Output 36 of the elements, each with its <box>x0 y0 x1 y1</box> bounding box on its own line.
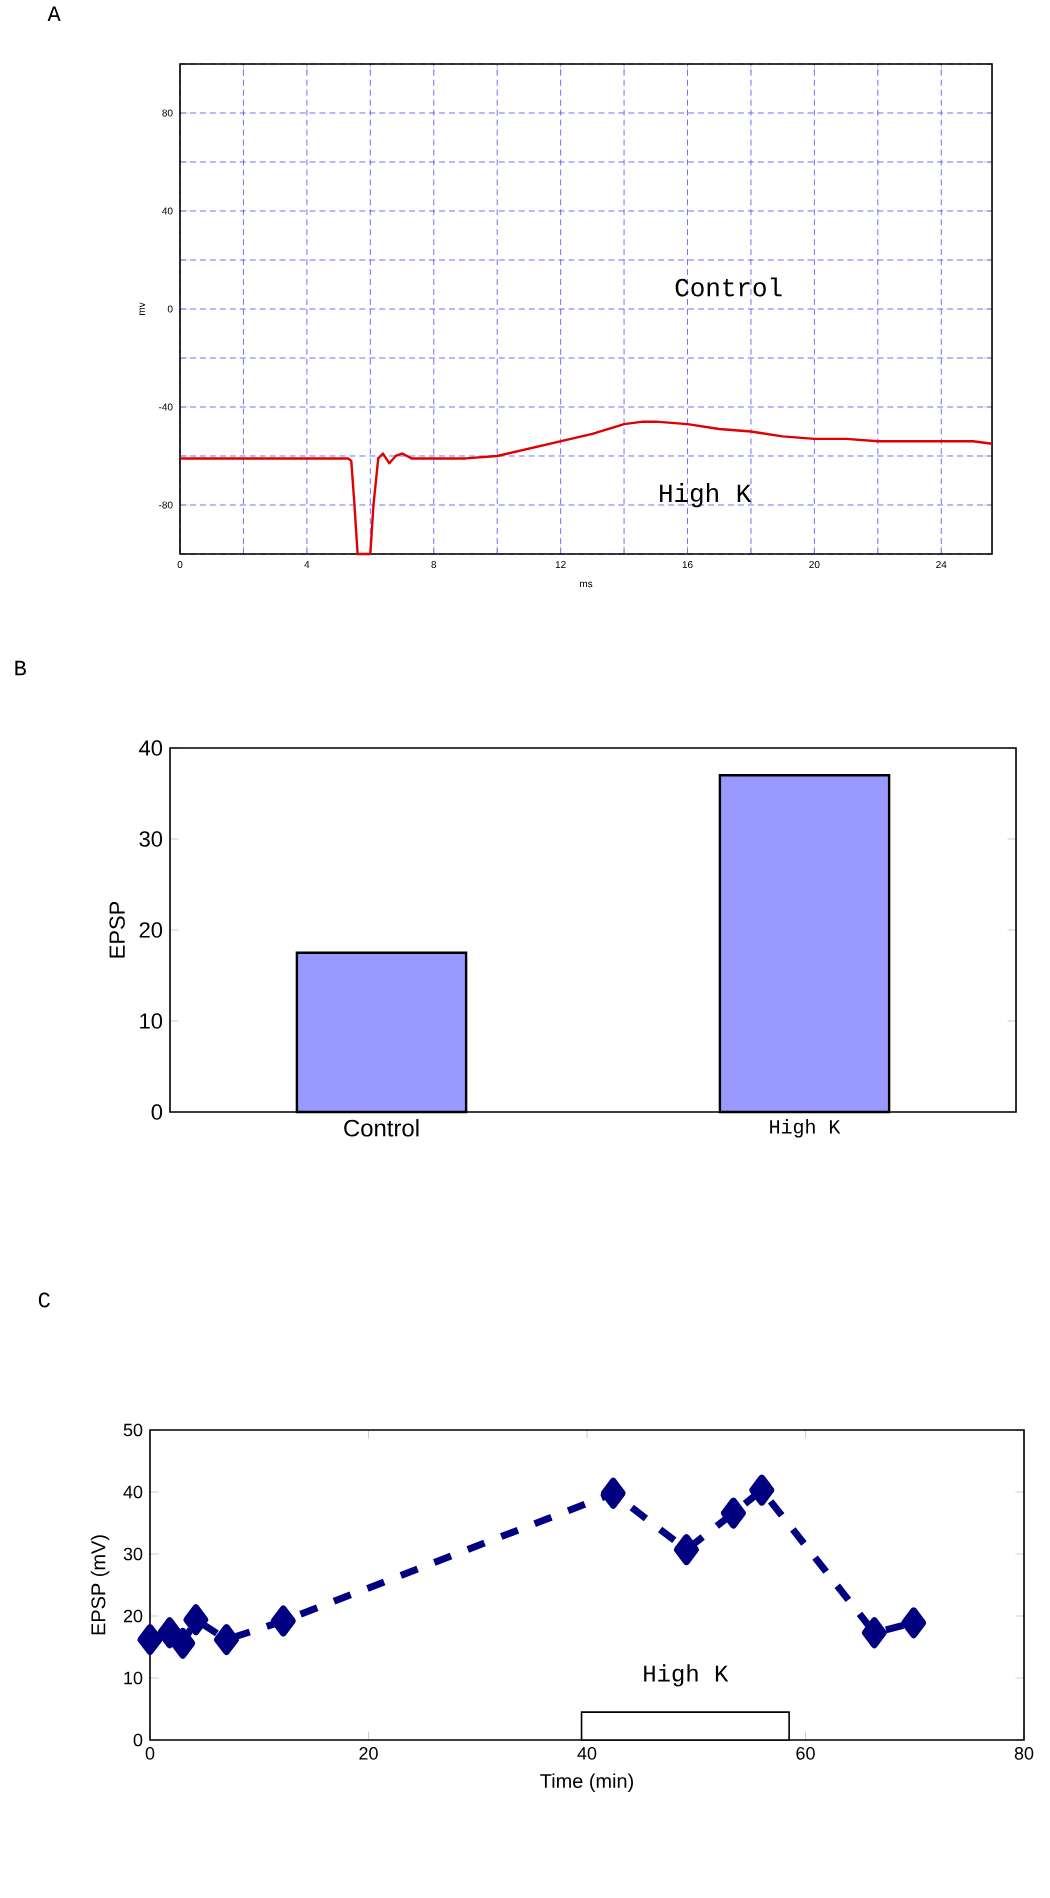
y-tick-label: 20 <box>123 1609 143 1623</box>
point <box>183 1604 209 1636</box>
point <box>214 1624 239 1656</box>
y-tick-label: 30 <box>123 1547 143 1561</box>
x-axis-title: Time (min) <box>540 1773 633 1792</box>
chart-title: C <box>38 1292 50 1308</box>
y-tick-label: 30 <box>139 831 163 847</box>
x-tick-label: 20 <box>359 1747 378 1760</box>
y-axis-title: EPSP (mV) <box>90 1535 110 1635</box>
point <box>901 1607 927 1639</box>
chart-title: B <box>15 660 26 676</box>
point <box>749 1474 775 1506</box>
point <box>861 1617 887 1649</box>
y-tick-label: 0 <box>133 1733 143 1747</box>
point <box>137 1624 163 1656</box>
y-tick-label: 20 <box>139 922 163 938</box>
chart-title: A <box>47 6 61 22</box>
y-tick-label: 40 <box>139 740 163 756</box>
band-label: High K <box>644 1664 729 1687</box>
x-tick-label: 80 <box>1014 1747 1034 1760</box>
y-tick-label: 0 <box>151 1104 163 1120</box>
annotation: Control <box>675 277 782 297</box>
point <box>170 1627 196 1659</box>
y-axis-title: EPSP <box>109 901 125 958</box>
y-tick-label: 10 <box>124 1671 143 1685</box>
point <box>270 1605 296 1637</box>
point <box>720 1497 746 1529</box>
y-tick-label: 10 <box>140 1013 163 1029</box>
point <box>673 1534 699 1566</box>
point <box>600 1477 626 1509</box>
annotation: High K <box>660 483 752 508</box>
x-tick-label: 40 <box>577 1747 597 1760</box>
y-tick-label: 50 <box>123 1423 143 1437</box>
y-tick-label: 40 <box>123 1485 143 1499</box>
point <box>157 1617 183 1649</box>
x-tick-label: 60 <box>796 1747 815 1760</box>
